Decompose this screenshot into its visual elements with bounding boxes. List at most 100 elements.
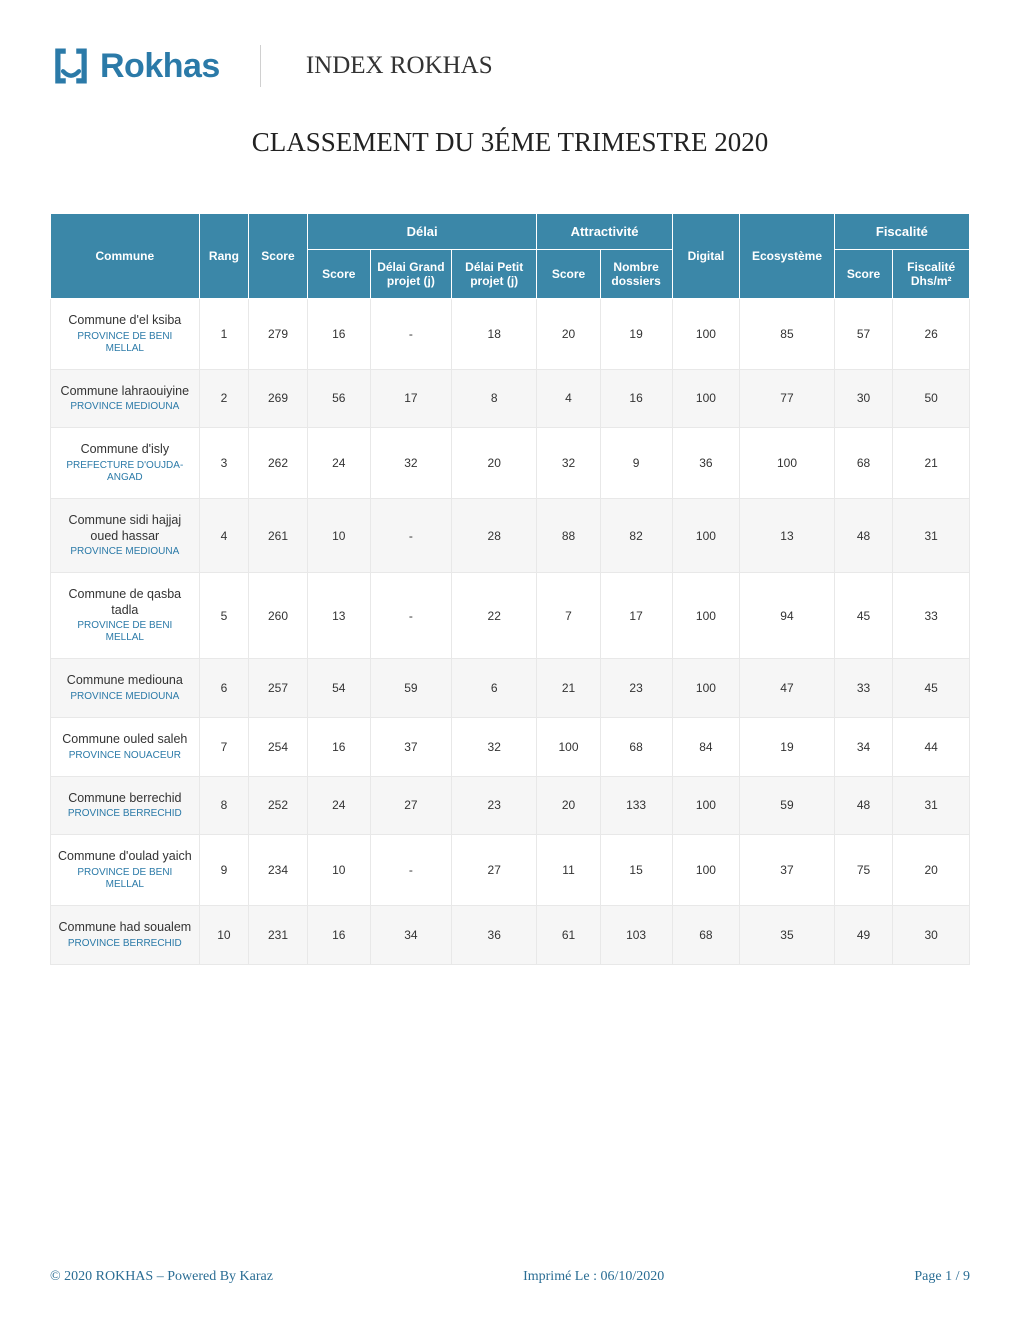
cell-eco: 35 [740,905,835,964]
cell-f_score: 33 [834,659,893,718]
table-row: Commune d'islyPREFECTURE D'OUJDA-ANGAD32… [51,428,970,499]
cell-a_score: 11 [537,835,600,906]
commune-cell: Commune d'el ksibaPROVINCE DE BENI MELLA… [51,299,200,370]
cell-f_dhs: 31 [893,498,970,572]
cell-d_score: 24 [307,428,370,499]
commune-cell: Commune sidi hajjaj oued hassarPROVINCE … [51,498,200,572]
cell-f_score: 34 [834,718,893,777]
cell-digital: 100 [672,835,740,906]
cell-d_score: 54 [307,659,370,718]
cell-d_petit: 23 [451,776,537,835]
col-fisc-score: Score [834,250,893,299]
cell-eco: 37 [740,835,835,906]
rokhas-bracket-icon [50,45,92,87]
table-row: Commune had soualemPROVINCE BERRECHID102… [51,905,970,964]
cell-d_petit: 28 [451,498,537,572]
cell-a_score: 88 [537,498,600,572]
cell-d_score: 16 [307,718,370,777]
cell-eco: 94 [740,573,835,659]
cell-f_dhs: 26 [893,299,970,370]
commune-cell: Commune lahraouiyinePROVINCE MEDIOUNA [51,369,200,428]
cell-rang: 9 [199,835,249,906]
cell-d_grand: 59 [370,659,451,718]
cell-d_petit: 22 [451,573,537,659]
cell-f_score: 57 [834,299,893,370]
cell-f_score: 49 [834,905,893,964]
cell-d_grand: 32 [370,428,451,499]
cell-eco: 47 [740,659,835,718]
page-title: CLASSEMENT DU 3ÉME TRIMESTRE 2020 [50,127,970,158]
cell-a_nb: 133 [600,776,672,835]
col-attract-nb: Nombre dossiers [600,250,672,299]
cell-f_dhs: 33 [893,573,970,659]
commune-province: PROVINCE BERRECHID [57,808,193,820]
commune-name: Commune sidi hajjaj oued hassar [57,513,193,544]
cell-d_petit: 36 [451,905,537,964]
cell-rang: 3 [199,428,249,499]
commune-name: Commune d'oulad yaich [57,849,193,865]
cell-a_score: 20 [537,299,600,370]
col-score: Score [249,214,308,299]
cell-d_petit: 27 [451,835,537,906]
commune-name: Commune de qasba tadla [57,587,193,618]
commune-name: Commune d'el ksiba [57,313,193,329]
cell-digital: 100 [672,573,740,659]
commune-cell: Commune de qasba tadlaPROVINCE DE BENI M… [51,573,200,659]
col-fisc-dhs: Fiscalité Dhs/m² [893,250,970,299]
commune-name: Commune lahraouiyine [57,384,193,400]
document-header: Rokhas INDEX ROKHAS [50,45,970,87]
table-row: Commune mediounaPROVINCE MEDIOUNA6257545… [51,659,970,718]
cell-d_grand: 37 [370,718,451,777]
cell-d_petit: 8 [451,369,537,428]
cell-f_score: 75 [834,835,893,906]
cell-d_score: 24 [307,776,370,835]
cell-d_grand: 34 [370,905,451,964]
col-group-delai: Délai [307,214,537,250]
commune-name: Commune d'isly [57,442,193,458]
cell-d_score: 16 [307,905,370,964]
col-rang: Rang [199,214,249,299]
cell-rang: 7 [199,718,249,777]
table-header: Commune Rang Score Délai Attractivité Di… [51,214,970,299]
cell-f_score: 48 [834,776,893,835]
cell-eco: 100 [740,428,835,499]
cell-a_nb: 16 [600,369,672,428]
table-row: Commune d'el ksibaPROVINCE DE BENI MELLA… [51,299,970,370]
table-row: Commune berrechidPROVINCE BERRECHID82522… [51,776,970,835]
cell-rang: 10 [199,905,249,964]
commune-cell: Commune ouled saleh PROVINCE NOUACEUR [51,718,200,777]
index-label: INDEX ROKHAS [261,52,493,80]
cell-a_score: 100 [537,718,600,777]
commune-province: PROVINCE NOUACEUR [57,750,193,762]
col-digital: Digital [672,214,740,299]
col-delai-score: Score [307,250,370,299]
commune-province: PROVINCE DE BENI MELLAL [57,620,193,644]
cell-digital: 68 [672,905,740,964]
commune-name: Commune ouled saleh [57,732,193,748]
cell-score: 279 [249,299,308,370]
commune-province: PROVINCE MEDIOUNA [57,401,193,413]
cell-digital: 100 [672,659,740,718]
cell-a_nb: 68 [600,718,672,777]
cell-rang: 1 [199,299,249,370]
col-delai-grand: Délai Grand projet (j) [370,250,451,299]
cell-f_dhs: 30 [893,905,970,964]
cell-f_score: 68 [834,428,893,499]
cell-d_grand: - [370,498,451,572]
cell-f_dhs: 31 [893,776,970,835]
cell-d_score: 10 [307,498,370,572]
cell-d_score: 13 [307,573,370,659]
cell-d_grand: - [370,835,451,906]
cell-d_grand: 17 [370,369,451,428]
table-row: Commune ouled salehPROVINCE NOUACEUR7254… [51,718,970,777]
commune-cell: Commune had soualemPROVINCE BERRECHID [51,905,200,964]
table-body: Commune d'el ksiba PROVINCE DE BENI MELLA… [51,299,970,965]
cell-a_nb: 17 [600,573,672,659]
commune-province: PROVINCE DE BENI MELLAL [57,867,193,891]
cell-score: 231 [249,905,308,964]
footer-printed: Imprimé Le : 06/10/2020 [523,1269,664,1285]
cell-d_petit: 6 [451,659,537,718]
commune-cell: Commune berrechidPROVINCE BERRECHID [51,776,200,835]
cell-d_petit: 18 [451,299,537,370]
cell-score: 269 [249,369,308,428]
